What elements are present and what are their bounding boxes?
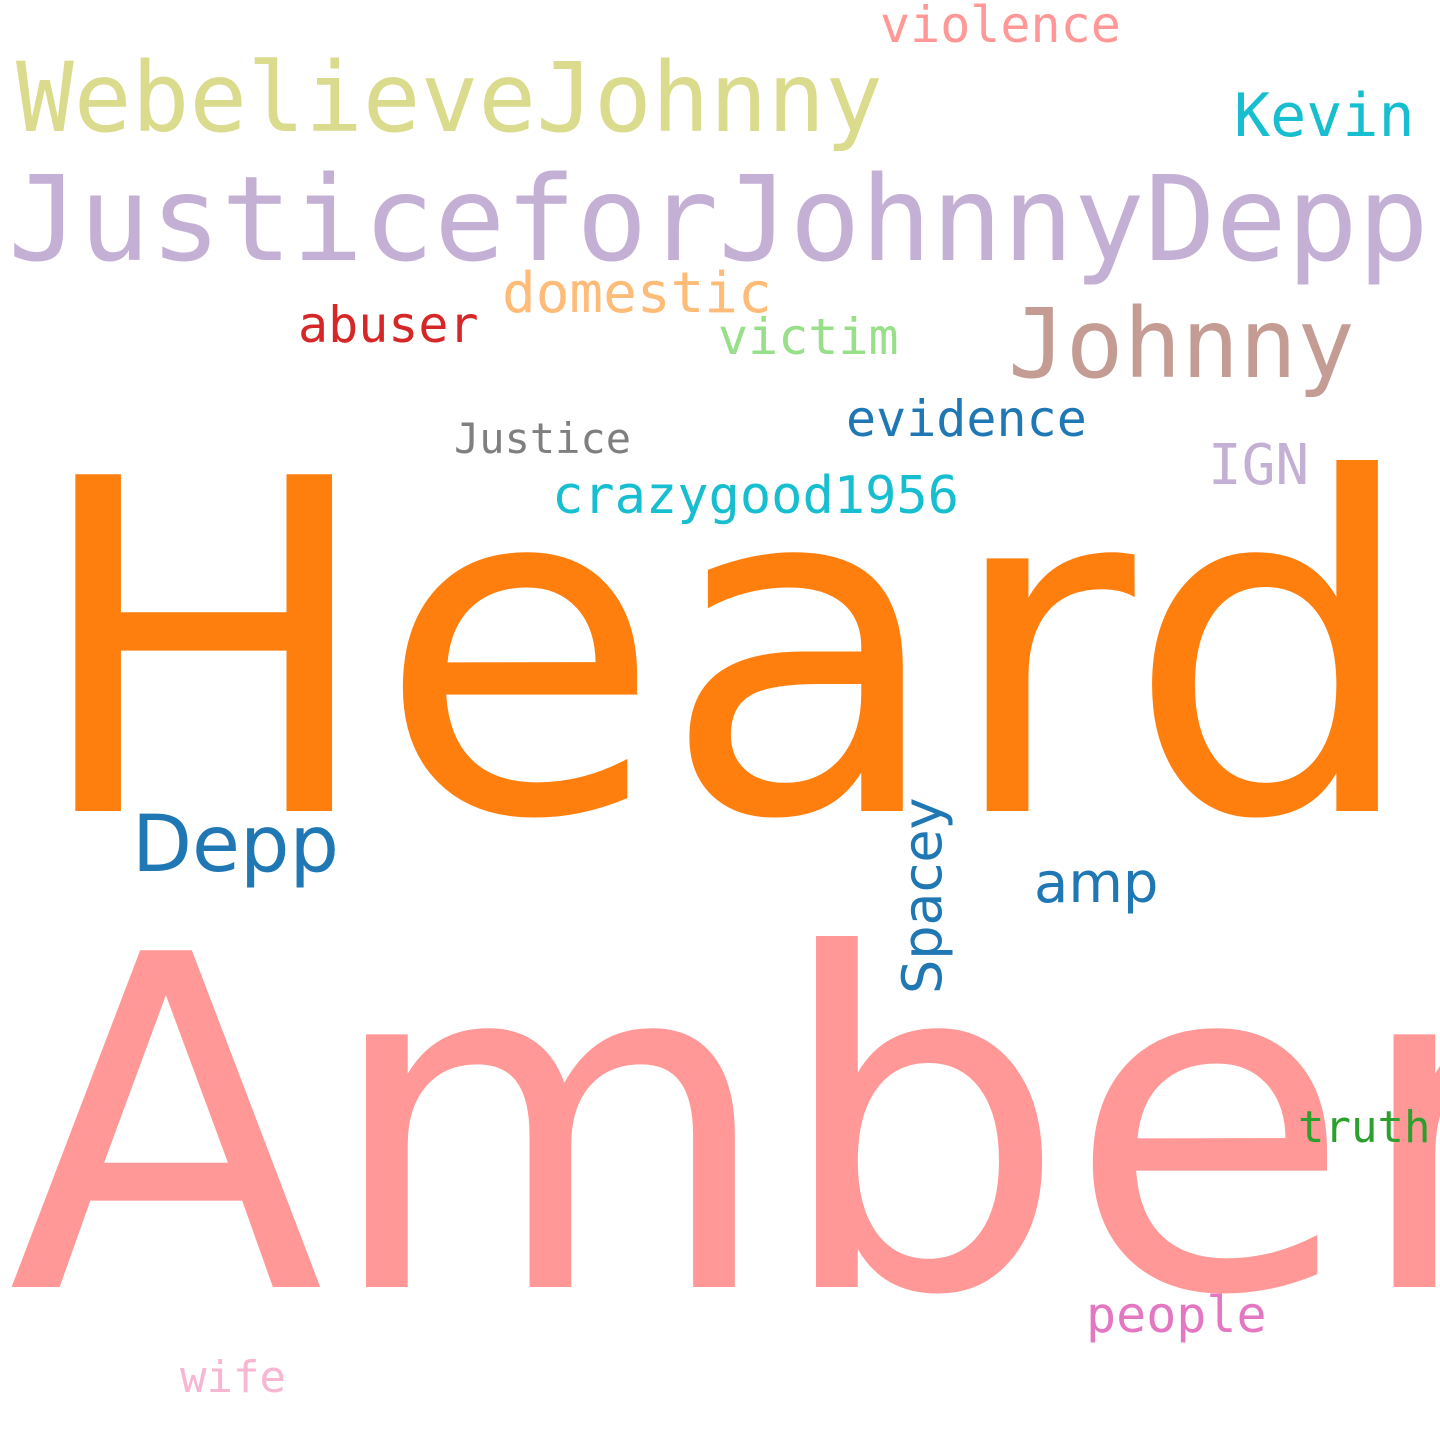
word-kevin: Kevin: [1234, 81, 1415, 151]
word-depp: Depp: [132, 800, 340, 890]
word-webelievejohnny: WebelieveJohnny: [16, 42, 883, 154]
word-heard: Heard: [30, 382, 1420, 920]
word-amp: amp: [1034, 851, 1159, 916]
word-wife: wife: [180, 1352, 286, 1403]
word-justice: Justice: [454, 414, 632, 463]
word-violence: violence: [880, 0, 1121, 54]
word-justiceforjohnnydepp: JusticeforJohnnyDepp: [8, 150, 1429, 288]
word-evidence: evidence: [846, 390, 1087, 448]
word-people: people: [1086, 1286, 1267, 1344]
word-johnny: Johnny: [1008, 288, 1355, 400]
word-domestic: domestic: [502, 261, 772, 326]
word-ign: IGN: [1208, 433, 1310, 498]
word-spacey: Spacey: [891, 797, 954, 994]
word-amber: Amber: [8, 858, 1440, 1396]
word-crazygood1956: crazygood1956: [552, 466, 959, 526]
word-abuser: abuser: [298, 296, 479, 354]
word-victim: victim: [718, 308, 899, 366]
word-truth: truth: [1298, 1102, 1431, 1153]
